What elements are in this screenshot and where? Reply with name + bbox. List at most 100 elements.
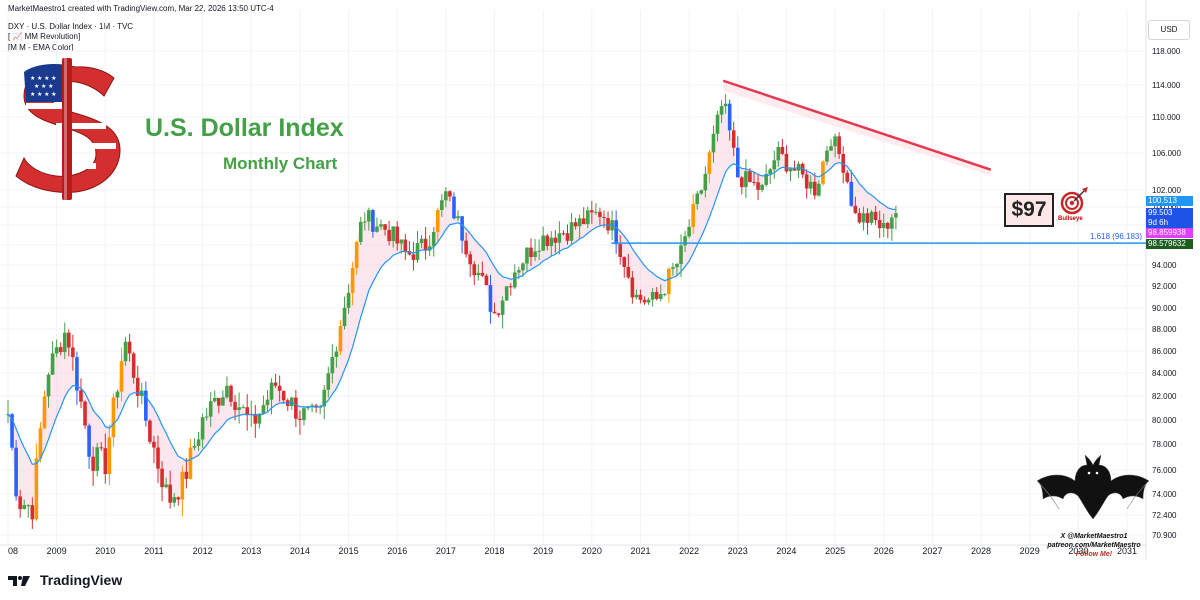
candle-body xyxy=(103,448,108,475)
candle-body xyxy=(468,254,472,265)
indicator-label-2[interactable]: [M M - EMA Color] xyxy=(8,43,74,52)
y-tick-label: 82.000 xyxy=(1152,392,1177,401)
candle-body xyxy=(180,471,185,500)
ema-band xyxy=(8,103,896,520)
candle-body xyxy=(622,256,627,267)
y-tick-label: 94.000 xyxy=(1152,261,1177,270)
candle-body xyxy=(881,222,886,229)
candle-body xyxy=(26,505,31,507)
candle-body xyxy=(444,191,448,201)
candle-body xyxy=(472,264,477,276)
candle-body xyxy=(561,233,566,235)
candle-body xyxy=(813,181,817,196)
candle-body xyxy=(168,484,172,503)
candle-body xyxy=(253,413,258,424)
candle-body xyxy=(829,146,833,151)
credit-x-handle: X @MarketMaestro1 xyxy=(1060,533,1128,540)
y-tick-label: 78.000 xyxy=(1152,440,1177,449)
candle-body xyxy=(62,332,67,353)
candle-body xyxy=(204,416,209,418)
candle-body xyxy=(484,275,489,286)
candle-body xyxy=(403,239,408,251)
candle-body xyxy=(808,181,813,189)
candle-body xyxy=(99,447,104,449)
candle-body xyxy=(427,246,432,251)
candle-body xyxy=(196,439,201,446)
candle-body xyxy=(38,428,43,459)
candle-body xyxy=(500,300,505,315)
candle-body xyxy=(894,213,898,218)
svg-text:★ ★ ★ ★: ★ ★ ★ ★ xyxy=(30,91,57,98)
candle-body xyxy=(719,106,724,115)
candle-body xyxy=(517,270,521,273)
candle-body xyxy=(744,171,748,188)
candle-body xyxy=(569,222,574,241)
candle-body xyxy=(221,397,225,406)
candle-body xyxy=(50,353,55,375)
chart-subtitle: Monthly Chart xyxy=(223,154,338,173)
candle-body xyxy=(853,205,858,214)
price-axis: 70.900 72.400 74.000 76.000 78.000 80.000 82.0… xyxy=(1152,47,1181,540)
candle-body xyxy=(435,210,440,232)
candle-body xyxy=(334,351,339,358)
candle-body xyxy=(440,200,444,211)
x-tick-label: 2027 xyxy=(922,546,942,556)
x-tick-label: 08 xyxy=(8,546,18,556)
candle-body xyxy=(119,361,124,392)
svg-text:★ ★ ★ ★: ★ ★ ★ ★ xyxy=(30,75,57,82)
candle-body xyxy=(731,130,736,148)
y-tick-label: 114.000 xyxy=(1152,81,1181,90)
x-tick-label: 2031 xyxy=(1117,546,1137,556)
x-tick-label: 2025 xyxy=(825,546,845,556)
candle-body xyxy=(375,226,379,232)
x-tick-label: 2024 xyxy=(776,546,796,556)
candle-body xyxy=(22,505,27,510)
candle-body xyxy=(585,210,590,225)
candle-body xyxy=(411,254,416,260)
candle-body xyxy=(691,204,695,227)
candle-body xyxy=(545,235,550,247)
candle-body xyxy=(212,397,217,402)
candle-body xyxy=(492,311,497,314)
candle-body xyxy=(464,240,468,255)
candle-body xyxy=(184,471,189,479)
candle-body xyxy=(537,250,541,252)
candle-body xyxy=(650,291,655,300)
candle-body xyxy=(14,447,18,497)
candle-body xyxy=(679,245,683,265)
time-axis: 08 2009 2010 2011 2012 2013 2014 2015 2016 2017 20… xyxy=(8,546,1137,556)
candle-body xyxy=(83,401,87,426)
candle-body xyxy=(821,161,825,184)
candle-body xyxy=(715,114,720,134)
chart-header-title: MarketMaestro1 created with TradingView.… xyxy=(8,4,274,13)
candle-body xyxy=(54,347,59,354)
candle-body xyxy=(10,414,14,448)
trend-overlays xyxy=(611,79,1146,244)
candle-body xyxy=(857,213,862,223)
symbol-line[interactable]: DXY · U.S. Dollar Index · 1M · TVC xyxy=(8,22,134,31)
candle-body xyxy=(521,263,525,271)
indicator-label-1[interactable]: [ 📈 MM Revolution] xyxy=(8,32,81,41)
candle-body xyxy=(642,299,647,303)
candle-body xyxy=(160,468,164,488)
candle-body xyxy=(217,397,221,406)
credit-patreon: patreon.com/MarketMaestro xyxy=(1047,542,1141,549)
candle-body xyxy=(703,173,708,191)
candle-body xyxy=(172,497,177,503)
candle-body xyxy=(229,385,233,402)
currency-selector[interactable]: USD xyxy=(1148,20,1190,40)
chart-grid xyxy=(0,0,1147,560)
candle-body xyxy=(723,103,728,107)
candle-body xyxy=(115,391,120,398)
y-tick-label: 106.000 xyxy=(1152,149,1181,158)
price-target-box: $97 xyxy=(1004,193,1054,227)
candle-body xyxy=(452,196,456,219)
candle-body xyxy=(273,382,278,386)
y-tick-label: 86.000 xyxy=(1152,347,1177,356)
flag-dollar-icon: ★ ★ ★ ★ ★ ★ ★ ★ ★ ★ ★ xyxy=(15,58,121,200)
candle-body xyxy=(144,390,148,421)
candle-body xyxy=(326,373,331,390)
x-tick-label: 2014 xyxy=(290,546,310,556)
